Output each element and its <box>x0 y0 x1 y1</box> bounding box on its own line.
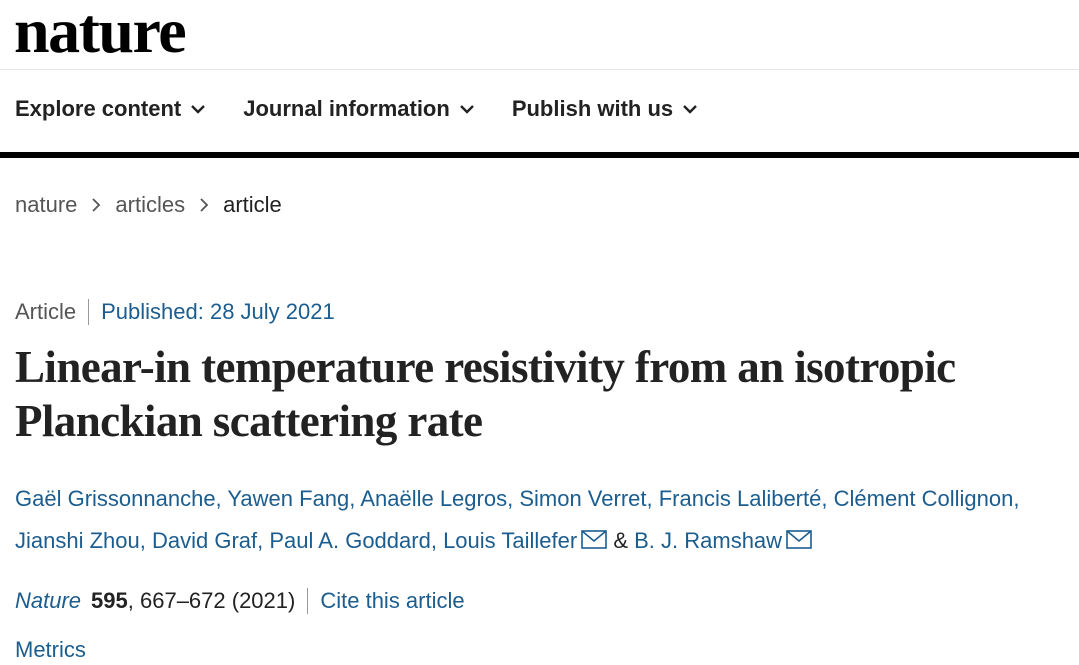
metrics-link[interactable]: Metrics <box>15 637 86 662</box>
author[interactable]: Louis Taillefer <box>443 528 578 553</box>
email-icon[interactable] <box>581 530 607 550</box>
author[interactable]: Simon Verret, <box>519 486 653 511</box>
author[interactable]: Francis Laliberté, <box>658 486 828 511</box>
author-list: Gaël Grissonnanche, Yawen Fang, Anaëlle … <box>15 478 1077 562</box>
author[interactable]: Anaëlle Legros, <box>360 486 514 511</box>
crumb-sep <box>92 198 101 212</box>
article-meta: Article Published: 28 July 2021 <box>15 299 335 325</box>
crumb-link[interactable]: nature <box>15 192 78 217</box>
divider <box>0 69 1079 70</box>
chevron <box>459 105 474 114</box>
article-title: Linear-in temperature resistivity from a… <box>15 342 956 446</box>
author[interactable]: B. J. Ramshaw <box>634 528 783 553</box>
article-type: Article <box>15 299 90 325</box>
crumb-current: article <box>223 192 282 217</box>
logo[interactable]: nature <box>14 0 187 66</box>
author[interactable]: Yawen Fang, <box>227 486 356 511</box>
chevron <box>683 105 698 114</box>
nav: Explore content Journal information Publ… <box>15 96 698 122</box>
crumb-link[interactable]: articles <box>115 192 186 217</box>
author[interactable]: Paul A. Goddard, <box>269 528 437 553</box>
chevron <box>191 105 206 114</box>
pages: , 667–672 (2021) <box>128 588 309 614</box>
citation: Nature 595 , 667–672 (2021) Cite this ar… <box>15 588 465 614</box>
nav-item[interactable]: Publish with us <box>511 96 698 122</box>
journal[interactable]: Nature <box>15 588 82 613</box>
author[interactable]: Clément Collignon, <box>833 486 1020 511</box>
author[interactable]: Jianshi Zhou, <box>15 528 146 553</box>
author[interactable]: David Graf, <box>151 528 264 553</box>
nav-label[interactable]: Explore content <box>15 96 182 121</box>
nav-label[interactable]: Journal information <box>243 96 450 121</box>
nav-label[interactable]: Publish with us <box>511 96 674 121</box>
author[interactable]: Gaël Grissonnanche, <box>15 486 222 511</box>
divider <box>0 152 1079 158</box>
nav-item[interactable]: Explore content <box>15 96 206 122</box>
conjunction: & <box>613 528 628 553</box>
volume: 595 <box>91 588 128 613</box>
published-date: Published: 28 July 2021 <box>101 299 335 324</box>
crumb-sep <box>200 198 209 212</box>
nav-item[interactable]: Journal information <box>243 96 474 122</box>
breadcrumb: nature articles article <box>15 192 282 218</box>
cite-link[interactable]: Cite this article <box>320 588 465 613</box>
email-icon[interactable] <box>786 530 812 550</box>
